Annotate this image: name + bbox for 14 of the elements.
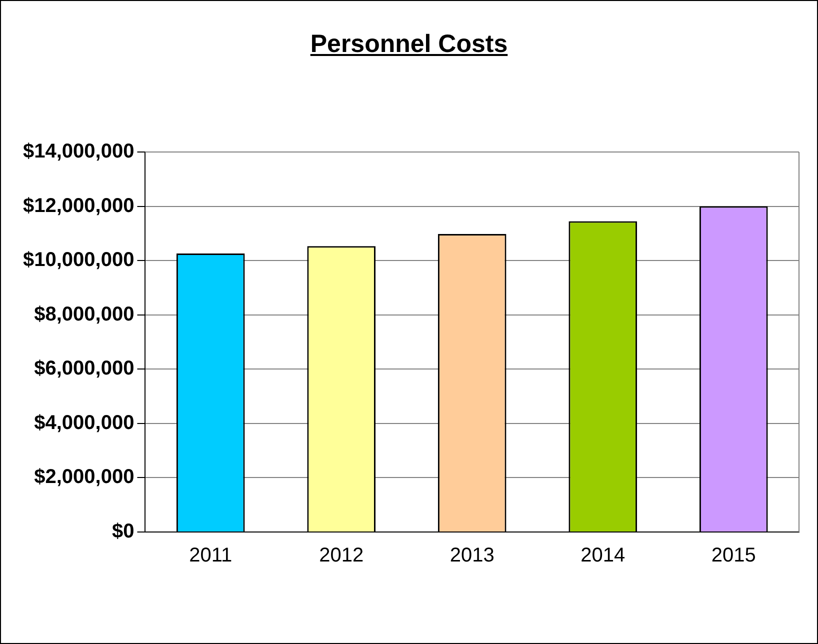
y-tick-label: $2,000,000 (34, 466, 134, 488)
x-tick-label: 2013 (450, 544, 494, 567)
y-tick-label: $14,000,000 (22, 140, 134, 163)
y-tick-label: $6,000,000 (34, 358, 134, 380)
x-tick-label: 2014 (580, 544, 626, 567)
x-tick-label: 2015 (711, 544, 756, 567)
y-tick-label: $8,000,000 (34, 303, 134, 326)
chart-title: Personnel Costs (309, 30, 509, 59)
x-tick-label: 2012 (319, 544, 364, 567)
y-tick-label: $12,000,000 (22, 194, 134, 217)
y-tick-label: $4,000,000 (34, 412, 134, 434)
y-tick-label: $0 (112, 520, 134, 543)
y-tick-label: $10,000,000 (22, 249, 134, 272)
x-tick-label: 2011 (189, 544, 232, 567)
